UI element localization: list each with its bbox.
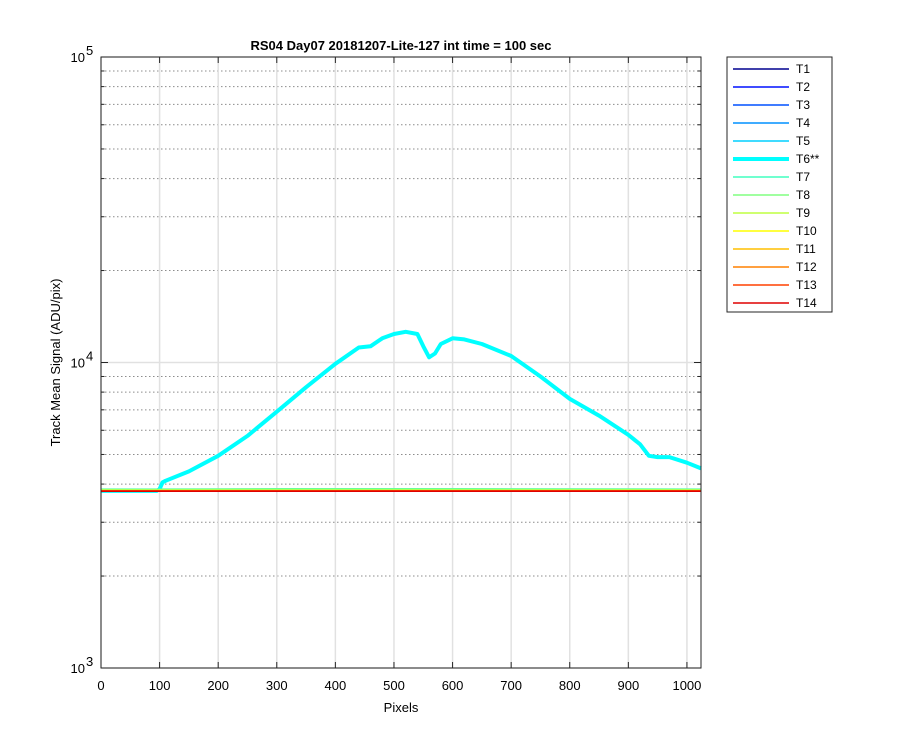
x-tick-label: 400 xyxy=(325,678,347,693)
legend-box xyxy=(726,56,833,313)
chart-title: RS04 Day07 20181207-Lite-127 int time = … xyxy=(251,38,552,53)
y-tick-label: 10 xyxy=(71,661,85,676)
x-tick-label: 600 xyxy=(442,678,464,693)
x-tick-label: 200 xyxy=(207,678,229,693)
legend-label: T5 xyxy=(796,134,810,148)
legend-label: T4 xyxy=(796,116,810,130)
legend-label: T2 xyxy=(796,80,810,94)
x-tick-label: 500 xyxy=(383,678,405,693)
legend-label: T3 xyxy=(796,98,810,112)
y-tick-label: 10 xyxy=(71,50,85,65)
legend-label: T12 xyxy=(796,260,817,274)
x-tick-label: 300 xyxy=(266,678,288,693)
y-axis-label: Track Mean Signal (ADU/pix) xyxy=(48,279,63,447)
legend-label: T8 xyxy=(796,188,810,202)
x-axis-label: Pixels xyxy=(384,700,419,715)
legend-label: T7 xyxy=(796,170,810,184)
x-tick-label: 900 xyxy=(617,678,639,693)
y-tick-exponent: 5 xyxy=(86,43,93,58)
x-tick-label: 800 xyxy=(559,678,581,693)
x-tick-label: 100 xyxy=(149,678,171,693)
x-tick-label: 700 xyxy=(500,678,522,693)
series-group xyxy=(101,329,702,493)
legend: T1 T2 T3 T4 T5 T6** T7 T8 T9 T10 T11 T12 T13 T14 xyxy=(726,56,833,313)
x-tick-label: 0 xyxy=(97,678,104,693)
y-tick-exponent: 4 xyxy=(86,349,93,364)
legend-label: T10 xyxy=(796,224,817,238)
x-tick-label: 1000 xyxy=(672,678,701,693)
legend-label: T9 xyxy=(796,206,810,220)
legend-label: T6** xyxy=(796,152,820,166)
y-tick-label: 10 xyxy=(71,356,85,371)
series-line-t6 xyxy=(101,329,702,493)
legend-label: T13 xyxy=(796,278,817,292)
legend-label: T1 xyxy=(796,62,810,76)
y-tick-exponent: 3 xyxy=(86,654,93,669)
legend-label: T11 xyxy=(796,242,816,256)
legend-label: T14 xyxy=(796,296,817,310)
